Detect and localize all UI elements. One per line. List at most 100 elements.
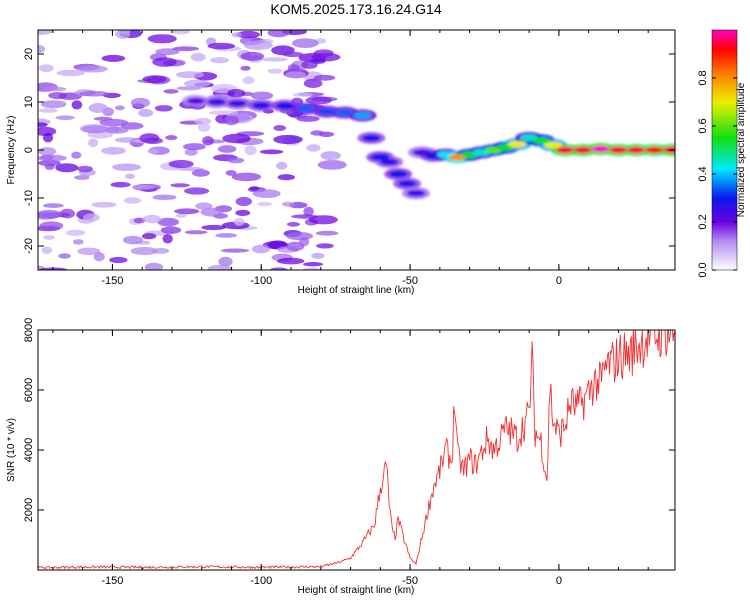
spectrogram-ridge-point [186,97,205,105]
spectrogram-noise-blob [142,214,162,224]
spectrogram-noise-blob [303,262,324,267]
spectrogram-noise-blob [79,90,110,97]
spectrogram-noise-blob [38,147,57,156]
spectrogram-noise-blob [223,115,240,126]
spectrogram-noise-blob [220,248,250,253]
x-tick-label: -150 [101,575,123,587]
spectrogram-noise-blob [42,235,56,240]
spectrogram-ridge-point [317,108,336,115]
spectrogram-noise-blob [72,239,84,245]
spectrogram-noise-blob [59,208,76,219]
spectrogram-noise-blob [191,169,210,177]
spectrogram-noise-blob [286,241,305,252]
spectrogram-ridge-point [508,141,527,148]
colorbar-gradient [711,29,738,271]
spectrogram-noise-blob [112,163,141,171]
spectrogram-noise-blob [184,148,198,156]
spectrogram-ridge-point [380,158,399,166]
spectrogram-ridge-point [335,109,354,116]
spectrogram-ridge [181,95,675,200]
spectrogram-noise-blob [217,145,237,153]
x-tick-label: -100 [250,575,272,587]
spectrogram-noise-blob [42,203,64,209]
spectrogram-noise-blob [202,136,214,146]
spectrogram-noise-blob [215,233,238,238]
spectrogram-noise-blob [209,110,238,115]
spectrogram-noise-blob [305,96,332,105]
spectrogram-noise-blob [71,151,82,159]
spectrogram-noise-blob [210,57,230,64]
spectrogram-noise-blob [58,253,71,259]
spectrogram-noise-blob [38,126,57,136]
colorbar-tick-label: 0.4 [697,166,709,181]
spectrogram-noise-blob [303,206,314,217]
spectrogram-noise-blob [320,151,341,161]
spectrogram-noise-blob [101,54,126,62]
spectrogram-noise-blob [240,51,265,61]
spectrogram-noise-blob [99,118,129,127]
x-tick-label: -50 [402,575,418,587]
spectrogram-noise-blob [93,252,105,262]
spectrogram-noise-blob [133,217,146,224]
spectrogram-noise-blob [317,160,347,170]
spectrogram-noise-blob [157,217,179,227]
spectrogram-ridge-point [398,180,417,187]
spectrogram-noise-blob [276,161,288,170]
spectrogram-noise-blob [147,34,177,44]
spectrogram-noise-blob [138,108,154,117]
x-tick-label: 0 [556,275,562,287]
spectrogram-noise-blob [152,57,177,67]
spectrogram-noise-blob [308,215,338,225]
spectrogram-ridge-point [296,105,315,112]
snr-series-line [38,330,675,570]
y-tick-label: 8000 [23,318,35,342]
spectrogram-noise-blob [152,194,177,200]
spectrogram-noise-blob [200,207,223,217]
spectrogram-noise [38,30,347,270]
spectrogram-ridge-point [207,98,226,106]
spectrogram-noise-blob [286,221,300,227]
spectrogram-noise-blob [250,91,274,100]
spectrogram-noise-blob [257,201,273,207]
spectrogram-noise-blob [273,134,303,145]
x-tick-label: 0 [556,575,562,587]
bottom-axes: -150 -100 -50 0 2000 4000 6000 8000 [23,318,675,587]
spectrogram-noise-blob [38,154,67,162]
spectrogram-noise-blob [114,137,140,143]
x-tick-label: -150 [101,275,123,287]
spectrogram-noise-blob [39,64,54,73]
spectrogram-noise-blob [190,52,206,62]
bottom-x-axis-label: Height of straight line (km) [298,585,415,596]
colorbar-tick-label: 0.2 [697,214,709,229]
spectrogram-noise-blob [160,226,182,234]
y-tick-label: 20 [23,48,35,60]
colorbar-tick-label: 0.8 [697,70,709,85]
spectrogram-noise-blob [175,71,205,79]
y-tick-label: -10 [23,190,35,206]
spectrogram-noise-blob [65,229,86,236]
spectrogram-noise-blob [147,149,159,154]
spectrogram-noise-blob [249,186,260,191]
y-tick-label: 0 [23,147,35,153]
x-tick-label: -50 [402,275,418,287]
spectrogram-noise-blob [38,44,46,54]
spectrogram-noise-blob [242,76,255,85]
snr-frame [37,329,676,571]
spectrogram-noise-blob [267,68,283,74]
spectrogram-noise-blob [142,75,167,83]
spectrogram-frame [37,29,676,271]
spectrogram-noise-blob [172,30,191,35]
snr-plot-area [38,330,675,570]
spectrogram-noise-blob [82,213,100,222]
spectrogram-noise-blob [313,74,336,81]
spectrogram-noise-blob [38,108,58,113]
spectrogram-noise-blob [105,126,129,134]
spectrogram-noise-blob [101,146,126,155]
spectrogram-noise-blob [132,184,155,190]
spectrogram-noise-blob [310,130,325,136]
spectrogram-noise-blob [281,201,295,207]
spectrogram-noise-blob [139,133,160,144]
spectrogram-noise-blob [222,133,251,144]
